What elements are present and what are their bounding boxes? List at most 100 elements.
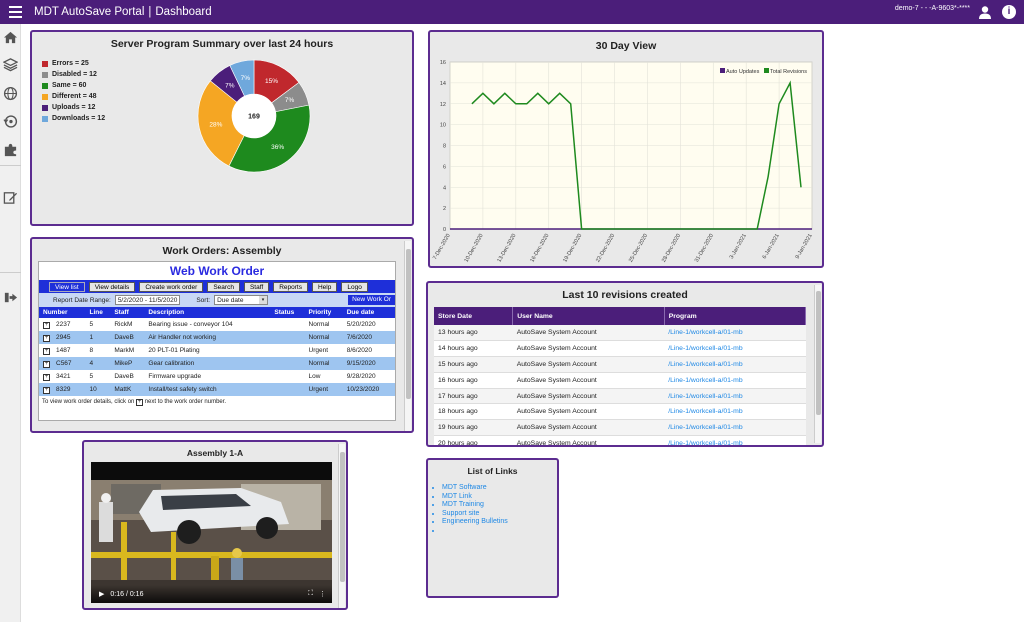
cell-value: 5 bbox=[89, 373, 94, 380]
program-link[interactable]: /Line-1/workcell-a/01-mb bbox=[664, 419, 806, 437]
expand-icon[interactable]: + bbox=[43, 373, 50, 381]
table-cell: Normal bbox=[304, 331, 343, 344]
program-link[interactable]: /Line-1/workcell-a/01-mb bbox=[664, 325, 806, 342]
logout-icon[interactable] bbox=[3, 290, 18, 305]
toolbar-button-create-work-order[interactable]: Create work order bbox=[139, 281, 204, 292]
sort-select[interactable]: Due date ▾ bbox=[214, 295, 269, 305]
hamburger-icon[interactable] bbox=[4, 0, 26, 24]
link-item[interactable]: Support site bbox=[442, 510, 557, 519]
cell-value: 1 bbox=[89, 334, 94, 341]
link-item[interactable]: MDT Link bbox=[442, 493, 557, 502]
donut-hole bbox=[232, 94, 276, 138]
expand-icon[interactable]: + bbox=[43, 360, 50, 368]
table-row[interactable]: +2945 1 DaveB Air Handler not working Normal… bbox=[39, 331, 395, 344]
expand-icon[interactable]: + bbox=[43, 386, 50, 394]
table-cell bbox=[270, 318, 305, 331]
legend-entry: Downloads = 12 bbox=[42, 113, 105, 124]
home-icon[interactable] bbox=[3, 30, 18, 45]
link-item[interactable] bbox=[442, 527, 557, 536]
revisions-scrollbar[interactable] bbox=[814, 285, 821, 443]
table-cell: 5/20/2020 bbox=[342, 318, 395, 331]
table-cell: 20 PLT-01 Plating bbox=[144, 344, 271, 357]
fullscreen-icon[interactable]: ⛶ bbox=[308, 590, 313, 597]
date-range-label: Report Date Range: bbox=[53, 296, 111, 304]
program-link[interactable]: /Line-1/workcell-a/01-mb bbox=[664, 356, 806, 373]
link-item[interactable]: MDT Software bbox=[442, 484, 557, 493]
video-scrollbar[interactable] bbox=[338, 444, 345, 608]
link-item[interactable]: Engineering Bulletins bbox=[442, 518, 557, 527]
more-icon[interactable]: ⋮ bbox=[319, 591, 326, 598]
cell-value: Normal bbox=[308, 334, 330, 341]
toolbar-button-view-list[interactable]: View list bbox=[49, 281, 85, 292]
cell-value: Urgent bbox=[308, 347, 329, 354]
table-cell: 9/28/2020 bbox=[342, 370, 395, 383]
toolbar-button-staff[interactable]: Staff bbox=[243, 281, 270, 292]
globe-icon[interactable] bbox=[3, 86, 18, 101]
toolbar-button-help[interactable]: Help bbox=[311, 281, 338, 292]
user-label: demo-7 - - -A-9603*-**** bbox=[894, 5, 970, 12]
work-order-toolbar: View list View details Create work order Se… bbox=[39, 280, 395, 293]
toolbar-button-view-details[interactable]: View details bbox=[88, 281, 136, 292]
work-order-filter: Report Date Range: 5/2/2020 - 11/5/2020 … bbox=[39, 293, 395, 307]
legend-label: Same = 60 bbox=[52, 82, 87, 89]
table-row[interactable]: +8329 10 MattK Install/test safety switch Ur… bbox=[39, 383, 395, 396]
info-icon[interactable]: i bbox=[1002, 5, 1016, 19]
donut-chart: 15% 7% 36% 28% 7% 7% 169 bbox=[197, 59, 311, 173]
layers-icon[interactable] bbox=[3, 57, 18, 72]
play-icon[interactable]: ▶ bbox=[99, 591, 105, 598]
table-cell: 8/6/2020 bbox=[342, 344, 395, 357]
program-link[interactable]: /Line-1/workcell-a/01-mb bbox=[664, 388, 806, 405]
table-cell: AutoSave System Account bbox=[512, 388, 665, 405]
toolbar-button-logo[interactable]: Logo bbox=[341, 281, 368, 292]
cell-value: Urgent bbox=[308, 386, 329, 393]
sidebar bbox=[0, 24, 21, 622]
slice-label: 7% bbox=[285, 97, 295, 104]
program-link[interactable]: /Line-1/workcell-a/01-mb bbox=[664, 340, 806, 358]
column-header: Due date bbox=[342, 307, 395, 318]
table-row[interactable]: +2237 5 RickM Bearing issue - conveyor 104 N… bbox=[39, 318, 395, 331]
expand-icon[interactable]: + bbox=[43, 347, 50, 355]
y-tick-label: 6 bbox=[443, 164, 446, 170]
table-row[interactable]: + C567 4 MikeP Gear calibration Normal 9/15/20… bbox=[39, 357, 395, 370]
toolbar-button-reports[interactable]: Reports bbox=[273, 281, 308, 292]
cell-value: 1487 bbox=[56, 346, 71, 354]
table-cell: DaveB bbox=[110, 370, 145, 383]
x-tick-label: 10-Dec-2020 bbox=[464, 233, 485, 264]
y-tick-label: 10 bbox=[440, 123, 446, 129]
edit-icon[interactable] bbox=[3, 190, 18, 205]
column-header: Priority bbox=[304, 307, 343, 318]
slice-label: 7% bbox=[241, 75, 251, 82]
link-item[interactable]: MDT Training bbox=[442, 501, 557, 510]
table-cell: 10/23/2020 bbox=[342, 383, 395, 396]
expand-icon[interactable]: + bbox=[43, 334, 50, 342]
expand-icon[interactable]: + bbox=[43, 321, 50, 329]
y-tick-label: 12 bbox=[440, 102, 446, 108]
table-cell: 18 hours ago bbox=[434, 403, 513, 421]
program-link[interactable]: /Line-1/workcell-a/01-mb bbox=[664, 403, 806, 421]
summary-panel: Server Program Summary over last 24 hour… bbox=[30, 30, 414, 226]
cell-value: Firmware upgrade bbox=[148, 373, 202, 380]
date-range-input[interactable]: 5/2/2020 - 11/5/2020 bbox=[114, 295, 181, 305]
legend-swatch bbox=[764, 68, 769, 73]
table-row[interactable]: +3421 5 DaveB Firmware upgrade Low 9/28/2020 bbox=[39, 370, 395, 383]
slice-label: 28% bbox=[209, 121, 222, 128]
table-row[interactable]: +1487 8 MarkM 20 PLT-01 Plating Urgent 8/6/20… bbox=[39, 344, 395, 357]
video-player[interactable]: ▶ 0:16 / 0:16 ⛶ ⋮ bbox=[91, 462, 332, 603]
program-link[interactable]: /Line-1/workcell-a/01-mb bbox=[664, 372, 806, 389]
history-icon[interactable] bbox=[3, 114, 18, 129]
new-work-order-button[interactable]: New Work Or bbox=[348, 295, 395, 305]
table-cell bbox=[270, 357, 305, 370]
toolbar-button-search[interactable]: Search bbox=[207, 281, 240, 292]
cell-value: Normal bbox=[308, 360, 330, 367]
legend-label: Different = 48 bbox=[52, 93, 97, 100]
puzzle-icon[interactable] bbox=[3, 142, 18, 157]
legend-swatch bbox=[42, 71, 48, 78]
x-tick-label: 9-Jan-2021 bbox=[795, 233, 814, 260]
table-cell: DaveB bbox=[110, 331, 145, 344]
revisions-panel: Last 10 revisions created Store Date User… bbox=[426, 281, 824, 447]
trend-title: 30 Day View bbox=[595, 40, 657, 52]
program-link[interactable]: /Line-1/workcell-a/01-mb bbox=[664, 435, 806, 445]
work-orders-scrollbar[interactable] bbox=[404, 241, 411, 431]
table-cell: AutoSave System Account bbox=[512, 435, 665, 445]
user-icon[interactable] bbox=[978, 5, 992, 19]
